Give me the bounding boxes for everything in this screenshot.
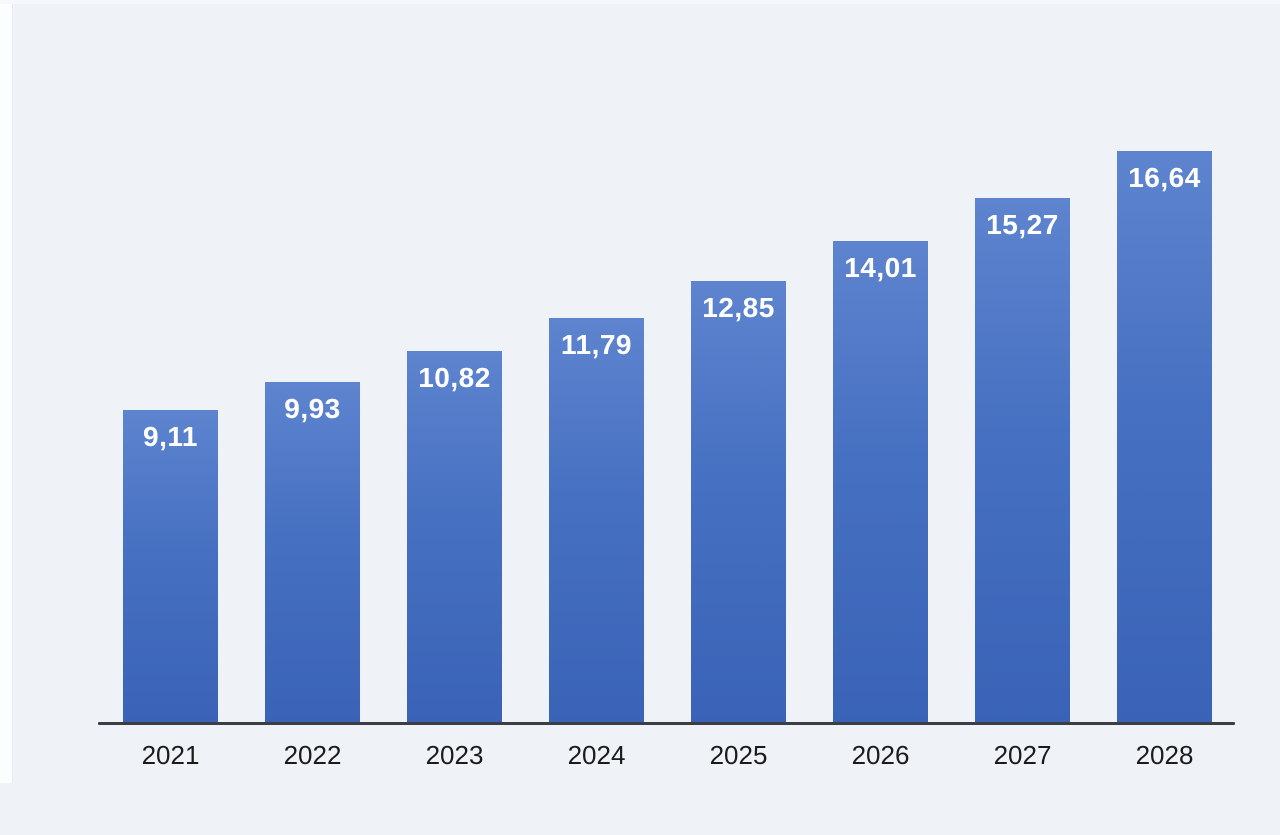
x-axis-label-2022: 2022 xyxy=(283,740,342,770)
bar-2027: 15,27 xyxy=(975,198,1070,723)
bar-value-label: 14,01 xyxy=(844,252,917,283)
bar-2025: 12,85 xyxy=(691,281,786,723)
bar-2024: 11,79 xyxy=(549,318,644,723)
x-axis-label-2027: 2027 xyxy=(993,740,1052,770)
x-axis-line xyxy=(98,722,1235,725)
x-axis-label-2026: 2026 xyxy=(851,740,910,770)
bar-value-label: 9,11 xyxy=(143,421,198,452)
x-axis-label-2028: 2028 xyxy=(1135,740,1194,770)
bar-2023: 10,82 xyxy=(407,351,502,723)
bar-2021: 9,11 xyxy=(123,410,218,723)
window-edge-strip xyxy=(0,0,13,783)
window-top-edge xyxy=(0,0,1280,4)
bar-2026: 14,01 xyxy=(833,241,928,723)
bar-value-label: 16,64 xyxy=(1128,162,1201,193)
bar-2028: 16,64 xyxy=(1117,151,1212,723)
bar-2022: 9,93 xyxy=(265,382,360,723)
x-axis-label-2025: 2025 xyxy=(709,740,768,770)
bar-value-label: 15,27 xyxy=(986,209,1059,240)
bar-value-label: 11,79 xyxy=(560,329,633,360)
x-axis-label-2024: 2024 xyxy=(567,740,626,770)
bar-value-label: 10,82 xyxy=(418,362,491,393)
x-axis-label-2021: 2021 xyxy=(141,740,200,770)
bar-value-label: 12,85 xyxy=(702,292,775,323)
bar-value-label: 9,93 xyxy=(284,393,341,424)
x-axis-label-2023: 2023 xyxy=(425,740,484,770)
